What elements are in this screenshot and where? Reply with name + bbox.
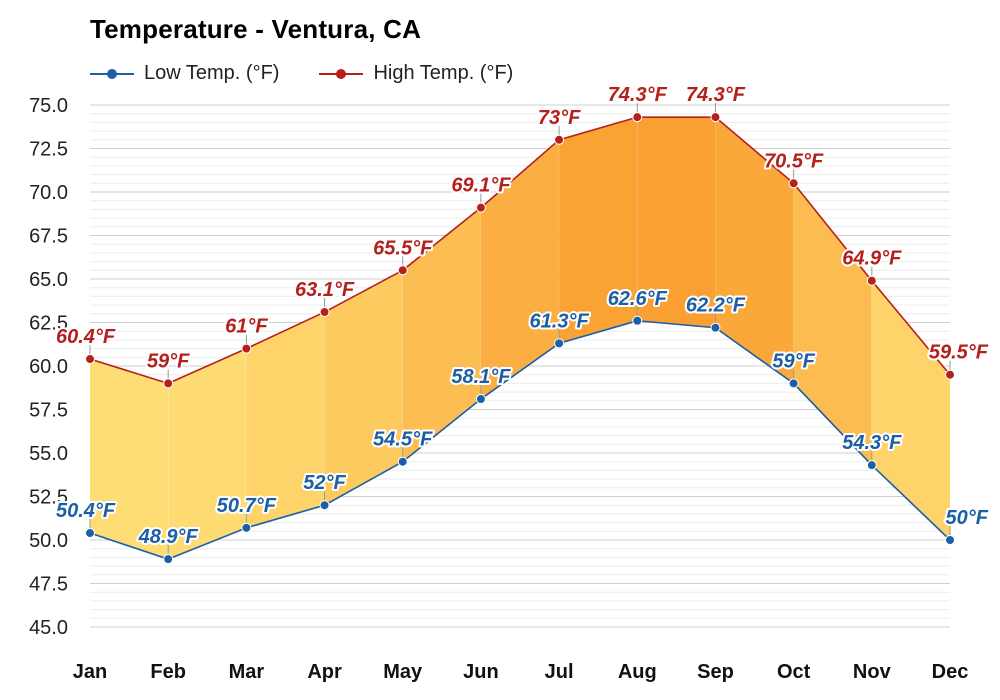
y-tick-label: 62.5 <box>29 313 68 335</box>
high-temp-point <box>85 354 95 365</box>
high-temp-point <box>554 134 565 145</box>
low-temp-data-label: 50°F <box>946 507 989 529</box>
x-tick-label: May <box>383 661 423 683</box>
temperature-band-segment <box>715 117 794 384</box>
low-temp-data-label: 54.5°F <box>373 429 433 451</box>
chart-title: Temperature - Ventura, CA <box>90 14 422 44</box>
low-temp-data-label: 62.2°F <box>686 295 746 317</box>
low-temp-point <box>554 338 565 349</box>
high-temp-point <box>163 378 174 389</box>
low-temp-point <box>163 554 174 565</box>
y-tick-label: 75.0 <box>29 95 68 117</box>
low-temp-point <box>945 535 955 545</box>
high-temp-data-label: 63.1°F <box>295 279 355 301</box>
legend-swatch-high <box>319 68 364 80</box>
low-temp-point <box>788 378 799 389</box>
y-tick-label: 60.0 <box>29 356 68 378</box>
temperature-band-segment <box>402 207 481 462</box>
y-tick-label: 72.5 <box>29 139 68 161</box>
y-tick-label: 55.0 <box>29 443 68 465</box>
low-temp-data-label: 50.7°F <box>217 495 277 517</box>
legend-item-high[interactable]: High Temp. (°F) <box>319 62 513 85</box>
x-tick-label: Mar <box>229 661 265 683</box>
temperature-band-segment <box>90 359 169 560</box>
high-temp-data-label: 73°F <box>538 107 581 129</box>
high-temp-data-label: 61°F <box>225 316 268 338</box>
low-temp-line <box>89 319 951 560</box>
high-temp-data-label: 64.9°F <box>842 248 902 270</box>
temperature-band-segment <box>480 139 560 400</box>
low-temp-point <box>85 528 95 539</box>
y-tick-label: 50.0 <box>29 530 68 552</box>
low-temp-point <box>866 460 877 471</box>
high-temp-point <box>241 343 252 354</box>
temperature-band-segment <box>246 312 325 528</box>
low-temp-point <box>319 500 330 511</box>
low-temp-data-label: 62.6°F <box>608 288 668 310</box>
temperature-band-segment <box>793 183 872 466</box>
x-tick-label: Nov <box>853 661 892 683</box>
y-tick-label: 67.5 <box>29 226 68 248</box>
x-tick-label: Feb <box>150 661 186 683</box>
low-temp-data-label: 59°F <box>772 350 815 372</box>
high-temp-point <box>632 112 643 123</box>
x-tick-label: Jul <box>545 661 574 683</box>
high-temp-point <box>475 202 486 213</box>
y-tick-label: 57.5 <box>29 400 68 422</box>
high-temp-data-label: 65.5°F <box>373 237 433 259</box>
y-tick-label: 65.0 <box>29 269 68 291</box>
temperature-band-segment <box>168 348 247 560</box>
high-temp-data-label: 60.4°F <box>56 326 116 348</box>
x-tick-label: Apr <box>307 661 342 683</box>
high-temp-data-label: 74.3°F <box>608 84 668 106</box>
low-temp-data-label: 48.9°F <box>138 526 199 548</box>
y-tick-label: 45.0 <box>29 617 68 639</box>
high-temp-point <box>945 369 955 380</box>
low-temp-data-label: 54.3°F <box>842 432 902 454</box>
high-temp-point <box>866 275 877 286</box>
legend: Low Temp. (°F) High Temp. (°F) <box>90 62 513 85</box>
low-temp-data-label: 52°F <box>303 472 346 494</box>
temperature-band-segment <box>324 270 403 506</box>
x-tick-label: Dec <box>932 661 969 683</box>
temperature-band-segment <box>559 117 638 344</box>
legend-label-low: Low Temp. (°F) <box>144 62 280 84</box>
low-temp-point <box>475 394 486 405</box>
temperature-band-segment <box>637 117 716 328</box>
low-temp-point <box>397 456 408 467</box>
high-temp-point <box>319 307 330 318</box>
low-temp-data-label: 50.4°F <box>56 500 116 522</box>
x-tick-label: Jan <box>73 661 107 683</box>
high-temp-data-label: 59°F <box>147 350 190 372</box>
temperature-band-segment <box>871 280 950 540</box>
high-temp-data-label: 69.1°F <box>451 175 511 197</box>
y-tick-label: 47.5 <box>29 574 68 596</box>
x-tick-label: Aug <box>618 661 657 683</box>
y-tick-label: 70.0 <box>29 182 68 204</box>
high-temp-point <box>397 265 408 276</box>
low-temp-point <box>241 522 252 533</box>
x-tick-label: Oct <box>777 661 811 683</box>
high-temp-data-label: 59.5°F <box>929 342 989 364</box>
low-temp-point <box>710 322 721 333</box>
low-temp-data-label: 58.1°F <box>451 366 511 388</box>
x-tick-label: Jun <box>463 661 499 683</box>
x-tick-label: Sep <box>697 661 734 683</box>
high-temp-point <box>710 112 721 123</box>
high-temp-data-label: 70.5°F <box>764 150 824 172</box>
legend-swatch-low <box>90 68 134 80</box>
y-tick-label: 52.5 <box>29 487 68 509</box>
high-temp-point <box>788 178 799 189</box>
low-temp-point <box>632 315 643 326</box>
low-temp-data-label: 61.3°F <box>530 310 590 332</box>
high-temp-line <box>89 116 951 385</box>
legend-item-low[interactable]: Low Temp. (°F) <box>90 62 279 85</box>
legend-label-high: High Temp. (°F) <box>373 62 514 84</box>
high-temp-data-label: 74.3°F <box>686 84 746 106</box>
